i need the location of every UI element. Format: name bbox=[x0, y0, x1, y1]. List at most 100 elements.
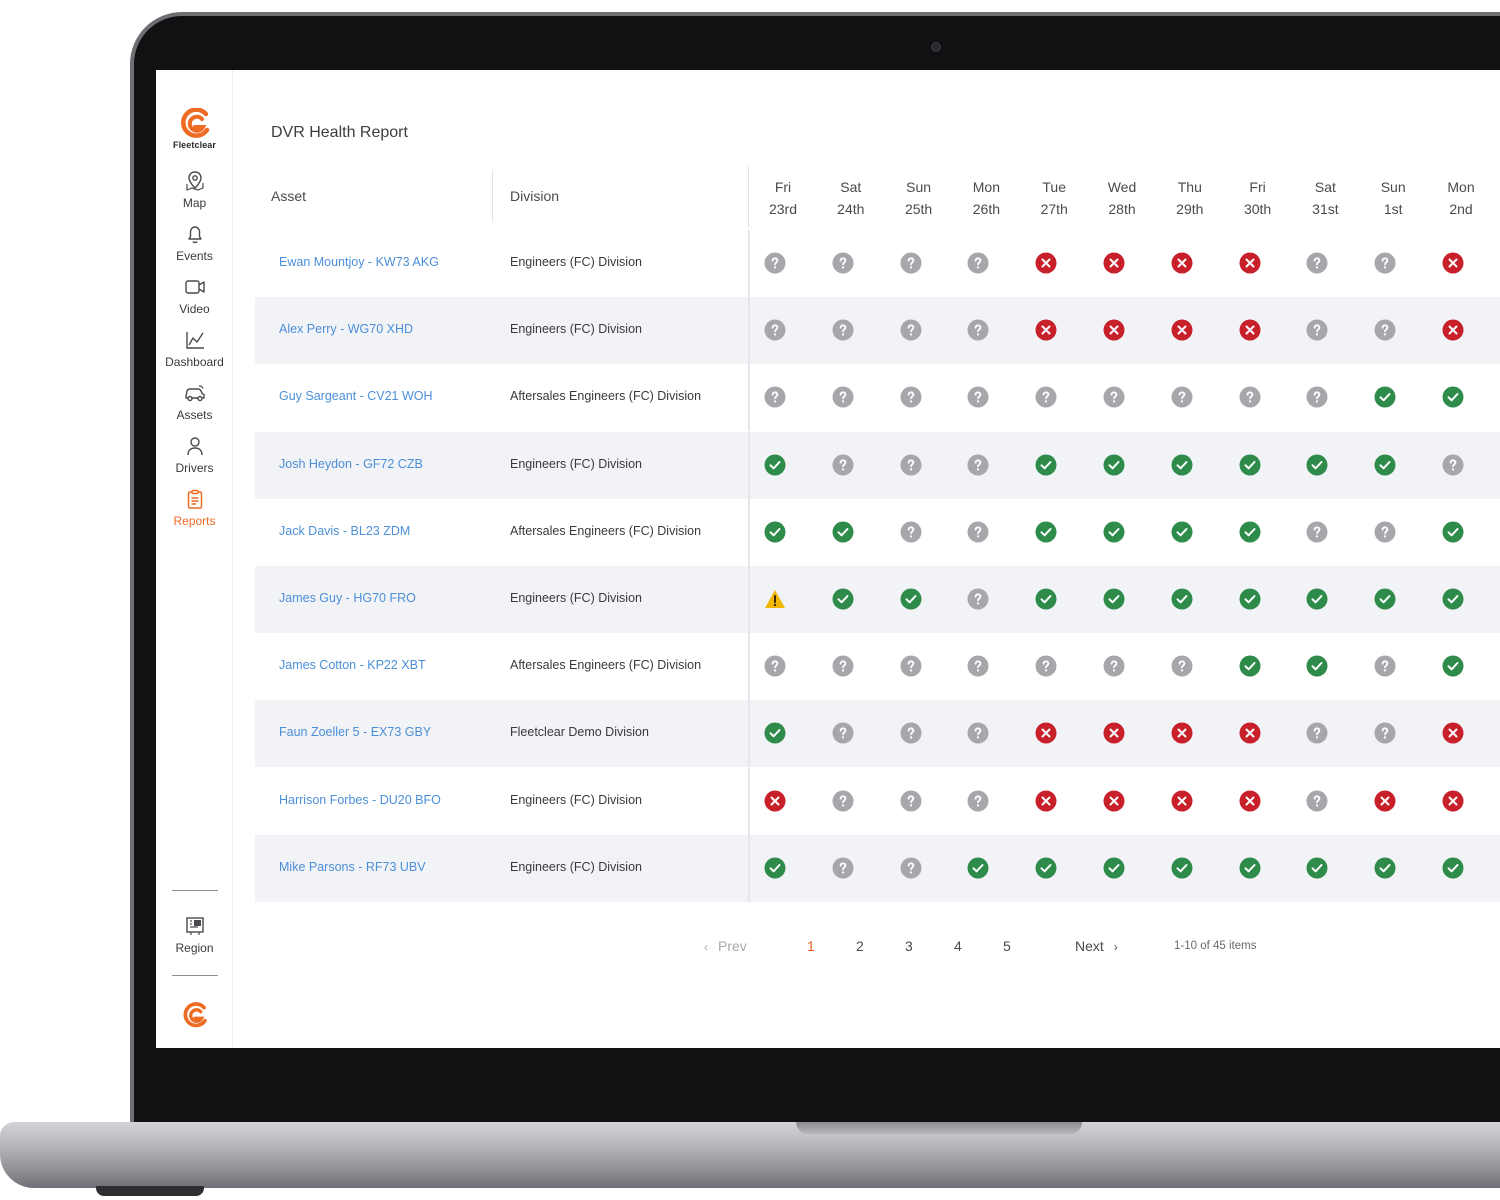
check-circle-icon[interactable] bbox=[764, 722, 786, 744]
question-circle-icon[interactable] bbox=[1035, 386, 1057, 408]
x-circle-icon[interactable] bbox=[1239, 319, 1261, 341]
table-row[interactable]: Mike Parsons - RF73 UBV Engineers (FC) Di… bbox=[255, 834, 1500, 902]
sidebar-item-events[interactable]: Events bbox=[156, 223, 233, 265]
page-button-2[interactable]: 2 bbox=[856, 938, 864, 954]
question-circle-icon[interactable] bbox=[832, 386, 854, 408]
page-button-1[interactable]: 1 bbox=[807, 938, 815, 954]
question-circle-icon[interactable] bbox=[1374, 252, 1396, 274]
check-circle-icon[interactable] bbox=[1171, 857, 1193, 879]
question-circle-icon[interactable] bbox=[900, 386, 922, 408]
check-circle-icon[interactable] bbox=[1035, 454, 1057, 476]
check-circle-icon[interactable] bbox=[1171, 454, 1193, 476]
check-circle-icon[interactable] bbox=[1306, 454, 1328, 476]
question-circle-icon[interactable] bbox=[1306, 386, 1328, 408]
question-circle-icon[interactable] bbox=[967, 722, 989, 744]
question-circle-icon[interactable] bbox=[764, 319, 786, 341]
question-circle-icon[interactable] bbox=[1442, 454, 1464, 476]
x-circle-icon[interactable] bbox=[1035, 722, 1057, 744]
table-row[interactable]: James Guy - HG70 FRO Engineers (FC) Divis… bbox=[255, 566, 1500, 633]
check-circle-icon[interactable] bbox=[1239, 857, 1261, 879]
question-circle-icon[interactable] bbox=[1374, 319, 1396, 341]
prev-page-button[interactable]: ‹ Prev bbox=[704, 938, 747, 954]
asset-link[interactable]: Mike Parsons - RF73 UBV bbox=[279, 859, 426, 874]
question-circle-icon[interactable] bbox=[900, 454, 922, 476]
question-circle-icon[interactable] bbox=[1239, 386, 1261, 408]
question-circle-icon[interactable] bbox=[1171, 655, 1193, 677]
check-circle-icon[interactable] bbox=[967, 857, 989, 879]
question-circle-icon[interactable] bbox=[832, 252, 854, 274]
question-circle-icon[interactable] bbox=[1103, 386, 1125, 408]
check-circle-icon[interactable] bbox=[1374, 454, 1396, 476]
question-circle-icon[interactable] bbox=[967, 790, 989, 812]
check-circle-icon[interactable] bbox=[1374, 386, 1396, 408]
check-circle-icon[interactable] bbox=[1239, 454, 1261, 476]
question-circle-icon[interactable] bbox=[900, 319, 922, 341]
x-circle-icon[interactable] bbox=[1103, 722, 1125, 744]
sidebar-item-region[interactable]: Region bbox=[156, 915, 233, 957]
page-button-5[interactable]: 5 bbox=[1003, 938, 1011, 954]
table-row[interactable]: Guy Sargeant - CV21 WOH Aftersales Engine… bbox=[255, 364, 1500, 432]
asset-link[interactable]: James Cotton - KP22 XBT bbox=[279, 658, 426, 673]
question-circle-icon[interactable] bbox=[1171, 386, 1193, 408]
asset-link[interactable]: Alex Perry - WG70 XHD bbox=[279, 322, 414, 337]
asset-link[interactable]: James Guy - HG70 FRO bbox=[279, 591, 416, 605]
asset-link[interactable]: Jack Davis - BL23 ZDM bbox=[279, 523, 411, 538]
check-circle-icon[interactable] bbox=[1239, 588, 1261, 610]
asset-link[interactable]: Faun Zoeller 5 - EX73 GBY bbox=[279, 725, 432, 740]
question-circle-icon[interactable] bbox=[900, 252, 922, 274]
question-circle-icon[interactable] bbox=[900, 521, 922, 543]
question-circle-icon[interactable] bbox=[1374, 521, 1396, 543]
x-circle-icon[interactable] bbox=[764, 790, 786, 812]
warning-triangle-icon[interactable] bbox=[764, 588, 786, 610]
question-circle-icon[interactable] bbox=[1374, 722, 1396, 744]
check-circle-icon[interactable] bbox=[1442, 521, 1464, 543]
sidebar-item-drivers[interactable]: Drivers bbox=[156, 435, 233, 477]
x-circle-icon[interactable] bbox=[1442, 790, 1464, 812]
table-row[interactable]: Josh Heydon - GF72 CZB Engineers (FC) Div… bbox=[255, 431, 1500, 499]
check-circle-icon[interactable] bbox=[1171, 521, 1193, 543]
check-circle-icon[interactable] bbox=[1239, 655, 1261, 677]
sidebar-item-video[interactable]: Video bbox=[156, 276, 233, 318]
question-circle-icon[interactable] bbox=[1306, 722, 1328, 744]
table-row[interactable]: Harrison Forbes - DU20 BFO Engineers (FC)… bbox=[255, 767, 1500, 835]
page-button-4[interactable]: 4 bbox=[954, 938, 962, 954]
x-circle-icon[interactable] bbox=[1035, 319, 1057, 341]
check-circle-icon[interactable] bbox=[1171, 588, 1193, 610]
question-circle-icon[interactable] bbox=[1306, 790, 1328, 812]
check-circle-icon[interactable] bbox=[1306, 588, 1328, 610]
asset-link[interactable]: Josh Heydon - GF72 CZB bbox=[279, 456, 423, 471]
question-circle-icon[interactable] bbox=[1306, 319, 1328, 341]
x-circle-icon[interactable] bbox=[1239, 790, 1261, 812]
x-circle-icon[interactable] bbox=[1171, 252, 1193, 274]
asset-link[interactable]: Harrison Forbes - DU20 BFO bbox=[279, 792, 441, 807]
question-circle-icon[interactable] bbox=[900, 655, 922, 677]
question-circle-icon[interactable] bbox=[967, 386, 989, 408]
check-circle-icon[interactable] bbox=[1374, 857, 1396, 879]
x-circle-icon[interactable] bbox=[1171, 319, 1193, 341]
question-circle-icon[interactable] bbox=[900, 790, 922, 812]
x-circle-icon[interactable] bbox=[1103, 790, 1125, 812]
x-circle-icon[interactable] bbox=[1442, 319, 1464, 341]
check-circle-icon[interactable] bbox=[832, 588, 854, 610]
check-circle-icon[interactable] bbox=[1442, 857, 1464, 879]
table-row[interactable]: James Cotton - KP22 XBT Aftersales Engine… bbox=[255, 633, 1500, 701]
question-circle-icon[interactable] bbox=[764, 655, 786, 677]
sidebar-item-reports[interactable]: Reports bbox=[156, 488, 233, 530]
question-circle-icon[interactable] bbox=[967, 521, 989, 543]
question-circle-icon[interactable] bbox=[832, 454, 854, 476]
check-circle-icon[interactable] bbox=[764, 857, 786, 879]
page-button-3[interactable]: 3 bbox=[905, 938, 913, 954]
sidebar-item-map[interactable]: Map bbox=[156, 170, 233, 212]
asset-link[interactable]: Guy Sargeant - CV21 WOH bbox=[279, 389, 433, 404]
column-header-asset[interactable]: Asset bbox=[271, 188, 307, 204]
question-circle-icon[interactable] bbox=[1035, 655, 1057, 677]
x-circle-icon[interactable] bbox=[1239, 252, 1261, 274]
x-circle-icon[interactable] bbox=[1442, 252, 1464, 274]
question-circle-icon[interactable] bbox=[832, 722, 854, 744]
question-circle-icon[interactable] bbox=[764, 386, 786, 408]
question-circle-icon[interactable] bbox=[967, 454, 989, 476]
question-circle-icon[interactable] bbox=[832, 319, 854, 341]
check-circle-icon[interactable] bbox=[1103, 454, 1125, 476]
question-circle-icon[interactable] bbox=[832, 857, 854, 879]
column-header-division[interactable]: Division bbox=[510, 188, 560, 204]
